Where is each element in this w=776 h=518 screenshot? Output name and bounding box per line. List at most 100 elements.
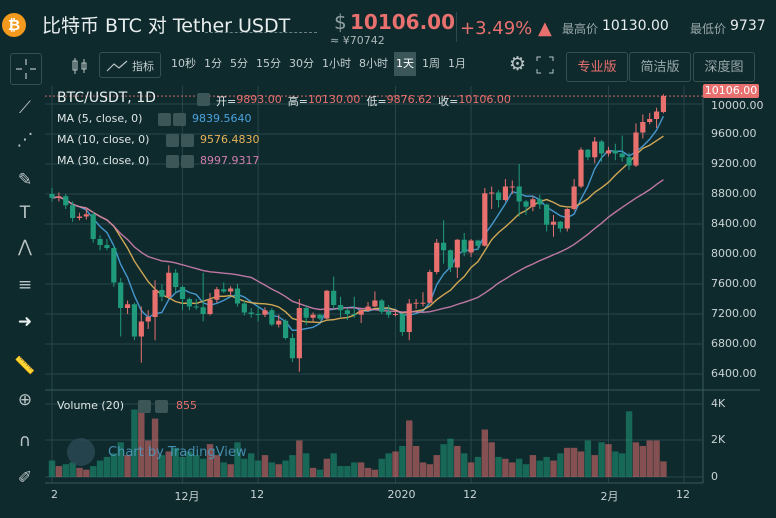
candle-body: [434, 242, 440, 272]
volume-bar: [529, 455, 537, 477]
text-tool-icon[interactable]: T: [19, 203, 31, 223]
volume-bar: [639, 445, 647, 477]
candle-body: [344, 310, 351, 314]
interval-1mo[interactable]: 1月: [448, 57, 466, 70]
candle-body: [63, 196, 69, 206]
ma5-settings-icon[interactable]: [158, 113, 171, 126]
trend-line-icon[interactable]: ⟋: [19, 98, 31, 118]
volume-bar: [371, 469, 379, 477]
volume-bar: [536, 460, 543, 477]
volume-bar: [186, 451, 193, 477]
volume-bar: [447, 438, 454, 477]
volume-close-icon[interactable]: [155, 400, 168, 413]
tradingview-watermark[interactable]: Chart by TradingView: [108, 445, 247, 460]
candle-body: [145, 317, 151, 322]
interval-5m[interactable]: 5分: [230, 57, 248, 70]
candle-body: [461, 239, 467, 253]
ma5-close-icon[interactable]: [173, 113, 186, 126]
zoom-in-icon[interactable]: ⊕: [17, 390, 33, 410]
volume-bar: [474, 456, 482, 477]
lock-drawings-icon[interactable]: ✐: [17, 468, 33, 488]
time-tick-label: 2月: [600, 490, 619, 503]
arrow-left-icon[interactable]: ➜: [17, 312, 33, 332]
tradingview-cloud-icon: [67, 438, 95, 466]
volume-bar: [509, 462, 516, 477]
indicators-button[interactable]: 指标: [99, 52, 161, 78]
volume-bar: [309, 467, 317, 477]
candle-body: [454, 239, 460, 268]
pattern-tool-icon[interactable]: ⋀: [18, 237, 32, 257]
candle-body: [56, 196, 62, 198]
candle-body: [104, 245, 110, 248]
interval-8h[interactable]: 8小时: [359, 57, 388, 70]
price-tick-label: 8000.00: [711, 247, 757, 260]
view-depth-button[interactable]: 深度图: [693, 52, 755, 82]
ma10-settings-icon[interactable]: [166, 134, 179, 147]
legend-settings-icon[interactable]: [197, 93, 210, 106]
price-tick-label: 6400.00: [711, 367, 757, 380]
volume-bar: [660, 461, 667, 477]
candle-body: [262, 310, 268, 315]
volume-bar: [564, 447, 571, 477]
candle-body: [214, 289, 220, 300]
interval-1h[interactable]: 1小时: [322, 57, 351, 70]
indicators-label: 指标: [132, 60, 154, 73]
settings-gear-icon[interactable]: ⚙: [509, 53, 527, 75]
candle-style-icon[interactable]: [71, 56, 89, 80]
volume-bar: [83, 469, 90, 477]
ma5-label: MA (5, close, 0): [57, 112, 143, 125]
magnet-icon[interactable]: ∩: [18, 431, 32, 451]
interval-10s[interactable]: 10秒: [171, 57, 196, 70]
volume-bar: [378, 458, 385, 477]
fib-tool-icon[interactable]: ⋰: [16, 130, 34, 150]
price-tick-label: 8400.00: [711, 217, 757, 230]
candle-body: [660, 96, 667, 113]
ma30-settings-icon[interactable]: [166, 155, 179, 168]
price-tick-label: 6800.00: [711, 337, 757, 350]
time-tick-label: 12月: [174, 490, 200, 503]
candle-body: [447, 250, 454, 268]
interval-15m[interactable]: 15分: [256, 57, 281, 70]
candle-body: [633, 132, 639, 166]
ruler-icon[interactable]: 📏: [14, 356, 36, 376]
time-tick-label: 2020: [387, 488, 416, 501]
candle-body: [365, 306, 371, 311]
candle-body: [626, 157, 632, 166]
volume-bar: [248, 453, 255, 477]
pair-title: 比特币 BTC 对 Tether USDT: [42, 15, 291, 37]
time-tick-label: 12: [463, 488, 478, 501]
candle-body: [317, 314, 323, 319]
volume-bar: [172, 447, 179, 477]
candle-body: [502, 186, 509, 200]
volume-value: 855: [176, 399, 197, 412]
ma5-value: 9839.5640: [192, 112, 252, 125]
view-simple-button[interactable]: 简洁版: [629, 52, 691, 82]
candle-body: [276, 320, 282, 325]
price-cny: ≈ ¥70742: [330, 34, 385, 47]
interval-1d[interactable]: 1天: [394, 52, 416, 76]
interval-30m[interactable]: 30分: [289, 57, 314, 70]
volume-bar: [570, 447, 578, 477]
brush-icon[interactable]: ✎: [17, 170, 33, 190]
candle-body: [228, 288, 234, 292]
price-change: +3.49% ▲: [460, 18, 552, 39]
interval-1m[interactable]: 1分: [204, 57, 222, 70]
volume-settings-icon[interactable]: [138, 400, 151, 413]
high-label: 最高价: [562, 22, 599, 36]
fullscreen-icon[interactable]: [536, 56, 554, 78]
ma10-close-icon[interactable]: [181, 134, 194, 147]
volume-bar: [151, 418, 159, 477]
candle-body: [599, 141, 605, 154]
volume-bar: [481, 429, 489, 477]
volume-bar: [351, 462, 358, 477]
candle-body: [207, 299, 213, 314]
volume-bar: [302, 453, 310, 477]
view-pro-button[interactable]: 专业版: [566, 52, 628, 82]
prediction-tool-icon[interactable]: ≡: [17, 275, 33, 295]
ma30-close-icon[interactable]: [181, 155, 194, 168]
candle-body: [310, 314, 316, 318]
interval-1w[interactable]: 1周: [422, 57, 440, 70]
candle-body: [372, 300, 378, 307]
crosshair-tool-button[interactable]: [10, 53, 42, 85]
